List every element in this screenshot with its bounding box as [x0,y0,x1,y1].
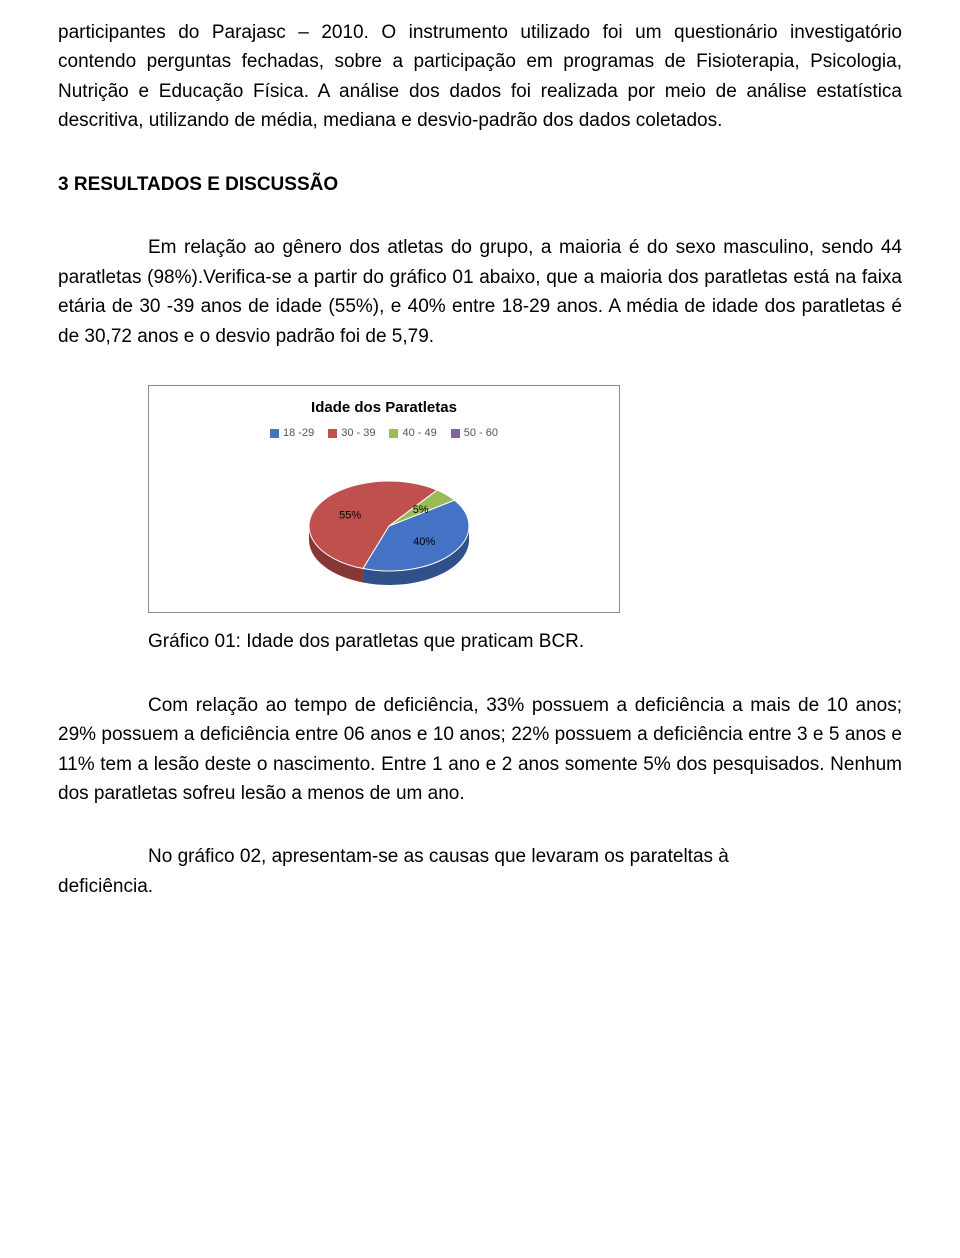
legend-swatch [451,429,460,438]
paragraph-results-3b: deficiência. [58,872,902,901]
legend-item: 40 - 49 [389,425,436,442]
pie-slice-label: 40% [413,536,435,548]
pie-chart-svg: 40% 55% 5% [244,448,524,598]
paragraph-intro: participantes do Parajasc – 2010. O inst… [58,18,902,136]
legend-swatch [270,429,279,438]
chart-legend: 18 -29 30 - 39 40 - 49 50 - 60 [149,425,619,442]
pie-slice-label: 5% [413,504,429,516]
section-heading: 3 RESULTADOS E DISCUSSÃO [58,170,902,199]
pie-chart-container: Idade dos Paratletas 18 -29 30 - 39 40 - 4… [148,385,902,613]
legend-swatch [328,429,337,438]
legend-item: 50 - 60 [451,425,498,442]
chart-title: Idade dos Paratletas [149,396,619,419]
chart-caption: Gráfico 01: Idade dos paratletas que pra… [148,627,902,656]
legend-swatch [389,429,398,438]
legend-item: 18 -29 [270,425,314,442]
pie-slice-label: 55% [339,510,361,522]
legend-item: 30 - 39 [328,425,375,442]
paragraph-results-1: Em relação ao gênero dos atletas do grup… [58,233,902,351]
paragraph-results-2: Com relação ao tempo de deficiência, 33%… [58,691,902,809]
pie-chart-frame: Idade dos Paratletas 18 -29 30 - 39 40 - 4… [148,385,620,613]
paragraph-results-3: No gráfico 02, apresentam-se as causas q… [58,842,902,871]
